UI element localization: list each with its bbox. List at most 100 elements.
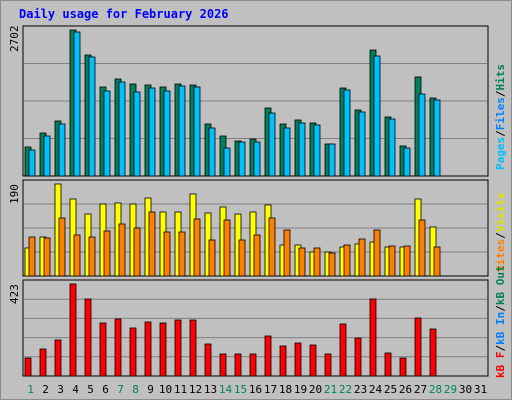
x-tick-day-26: 26	[399, 383, 412, 396]
hits-files-pages-files-bar-day-12	[193, 86, 201, 177]
kbytes-kbytes-bar-day-9	[144, 321, 152, 377]
visits-sites-sites-bar-day-28	[433, 246, 441, 277]
hits-files-pages-files-bar-day-19	[298, 122, 306, 177]
visits-sites-sites-bar-day-12	[193, 218, 201, 277]
kbytes-kbytes-bar-day-8	[129, 327, 137, 377]
visits-sites-sites-bar-day-11	[178, 231, 186, 277]
x-tick-day-30: 30	[459, 383, 472, 396]
kbytes-kbytes-bar-day-28	[429, 328, 437, 377]
hits-files-pages-files-bar-day-28	[433, 99, 441, 177]
hits-files-pages-files-bar-day-16	[253, 141, 261, 177]
visits-sites-sites-bar-day-24	[373, 229, 381, 277]
x-tick-day-17: 17	[264, 383, 277, 396]
hits-files-pages-files-bar-day-23	[358, 111, 366, 177]
hits-files-pages-files-bar-day-24	[373, 55, 381, 177]
kbytes-kbytes-bar-day-1	[24, 357, 32, 377]
kbytes-kbytes-bar-day-27	[414, 317, 422, 377]
x-tick-day-16: 16	[249, 383, 262, 396]
x-tick-day-22: 22	[339, 383, 352, 396]
visits-sites-sites-bar-day-5	[88, 236, 96, 277]
kbytes-kbytes-bar-day-4	[69, 283, 77, 377]
x-tick-day-7: 7	[117, 383, 124, 396]
visits-sites-sites-bar-day-17	[268, 217, 276, 277]
visits-sites-sites-bar-day-13	[208, 239, 216, 277]
visits-sites-sites-bar-day-19	[298, 247, 306, 277]
x-tick-day-3: 3	[57, 383, 64, 396]
x-tick-day-19: 19	[294, 383, 307, 396]
kbytes-kbytes-bar-day-10	[159, 322, 167, 377]
kbytes-kbytes-bar-day-20	[309, 344, 317, 377]
chart-title: Daily usage for February 2026	[19, 7, 229, 21]
visits-sites-sites-bar-day-26	[403, 245, 411, 277]
hits-files-pages-files-bar-day-10	[163, 90, 171, 177]
visits-sites-sites-bar-day-3	[58, 217, 66, 277]
hits-files-pages-files-bar-day-11	[178, 85, 186, 177]
kbytes-kbytes-bar-day-12	[189, 319, 197, 377]
kbytes-kbytes-bar-day-16	[249, 353, 257, 377]
kbytes-kbytes-bar-day-23	[354, 337, 362, 377]
x-tick-day-14: 14	[219, 383, 233, 396]
x-tick-day-6: 6	[102, 383, 109, 396]
hits-files-pages-files-bar-day-18	[283, 127, 291, 177]
hits-files-pages-files-bar-day-3	[58, 123, 66, 177]
kbytes-kbytes-bar-day-6	[99, 322, 107, 377]
hits-files-pages-files-bar-day-27	[418, 93, 426, 177]
hits-files-pages-files-bar-day-15	[238, 141, 246, 177]
x-tick-day-27: 27	[414, 383, 427, 396]
kbytes-kbytes-bar-day-26	[399, 357, 407, 377]
hits-files-pages-files-bar-day-6	[103, 90, 111, 177]
kbytes-kbytes-bar-day-25	[384, 352, 392, 377]
visits-sites-sites-bar-day-6	[103, 230, 111, 277]
kbytes-kbytes-bar-day-22	[339, 323, 347, 377]
x-tick-day-18: 18	[279, 383, 292, 396]
kbytes-kbytes-bar-day-3	[54, 339, 62, 377]
x-tick-day-8: 8	[132, 383, 139, 396]
hits-files-pages-files-bar-day-7	[118, 81, 126, 177]
visits-sites-sites-bar-day-14	[223, 219, 231, 277]
hits-files-pages-files-bar-day-20	[313, 124, 321, 177]
x-tick-day-4: 4	[72, 383, 79, 396]
hits-files-pages-files-bar-day-1	[28, 149, 36, 177]
hits-files-pages-files-bar-day-21	[328, 143, 336, 177]
visits-sites-sites-bar-day-4	[73, 234, 81, 277]
hits-files-pages-files-bar-day-26	[403, 147, 411, 177]
x-tick-day-15: 15	[234, 383, 247, 396]
visits-sites-sites-bar-day-22	[343, 244, 351, 277]
kbytes-kbytes-bar-day-7	[114, 318, 122, 377]
visits-sites-sites-bar-day-27	[418, 219, 426, 277]
x-tick-day-10: 10	[159, 383, 172, 396]
visits-sites-sites-bar-day-25	[388, 245, 396, 277]
x-tick-day-29: 29	[444, 383, 457, 396]
kbytes-kbytes-bar-day-18	[279, 345, 287, 377]
kbytes-kbytes-bar-day-21	[324, 353, 332, 377]
visits-sites-sites-bar-day-1	[28, 236, 36, 277]
hits-files-pages-files-bar-day-2	[43, 135, 51, 177]
visits-sites-sites-bar-day-21	[328, 252, 336, 277]
visits-sites-sites-bar-day-9	[148, 211, 156, 277]
hits-files-pages-files-bar-day-4	[73, 31, 81, 177]
x-tick-day-31: 31	[474, 383, 487, 396]
hits-files-pages-files-bar-day-14	[223, 147, 231, 177]
kbytes-kbytes-bar-day-5	[84, 298, 92, 377]
kbytes-kbytes-bar-day-24	[369, 298, 377, 377]
x-tick-day-5: 5	[87, 383, 94, 396]
visits-sites-sites-bar-day-23	[358, 238, 366, 277]
hits-files-pages-files-bar-day-8	[133, 91, 141, 177]
kbytes-kbytes-bar-day-15	[234, 353, 242, 377]
kbytes-kbytes-bar-day-19	[294, 342, 302, 377]
kbytes-kbytes-bar-day-17	[264, 335, 272, 377]
x-tick-day-25: 25	[384, 383, 397, 396]
hits-files-pages-files-bar-day-17	[268, 112, 276, 177]
x-tick-day-11: 11	[174, 383, 187, 396]
kbytes-kbytes-bar-day-14	[219, 353, 227, 377]
hits-files-pages-files-bar-day-22	[343, 89, 351, 177]
visits-sites-sites-bar-day-20	[313, 247, 321, 277]
x-tick-day-12: 12	[189, 383, 202, 396]
x-tick-day-23: 23	[354, 383, 367, 396]
visits-sites-sites-bar-day-18	[283, 229, 291, 277]
visits-sites-sites-bar-day-10	[163, 231, 171, 277]
visits-sites-sites-bar-day-8	[133, 227, 141, 277]
x-tick-day-28: 28	[429, 383, 442, 396]
kbytes-kbytes-bar-day-2	[39, 348, 47, 377]
